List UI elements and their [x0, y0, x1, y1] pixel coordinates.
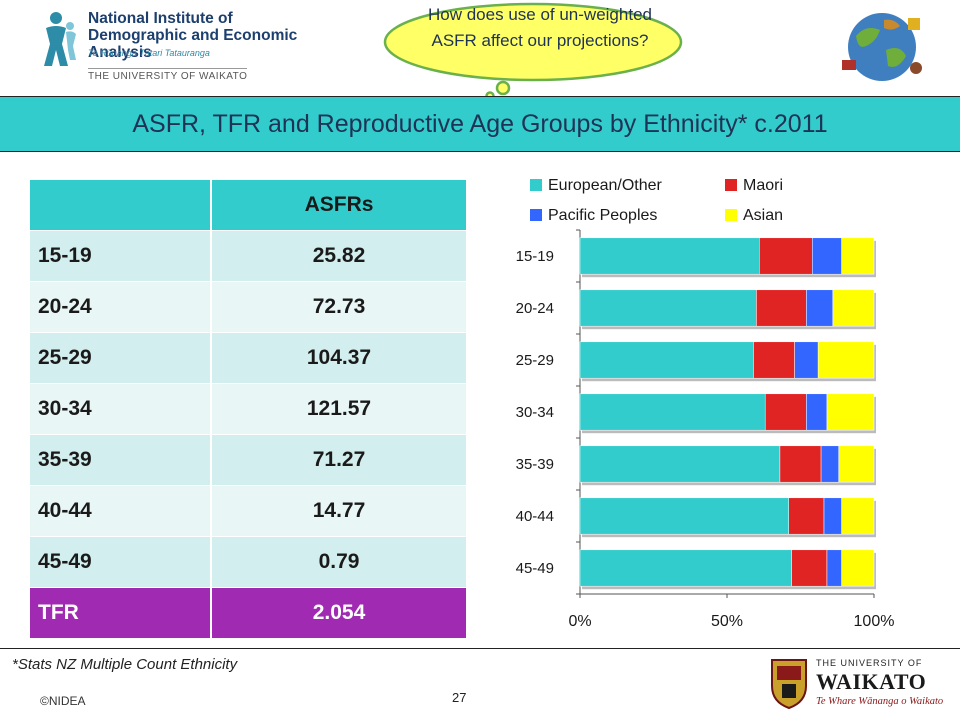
- nidea-figure-icon: [44, 12, 76, 66]
- y-tick-label: 30-34: [516, 404, 554, 421]
- asfr-table: ASFRs 15-19 25.82 20-24 72.73 25-29 104.…: [28, 178, 466, 639]
- bar-segment: [579, 289, 757, 327]
- bar-segment: [779, 445, 822, 483]
- table-row: 40-44 14.77: [28, 485, 466, 537]
- bar-segment: [826, 549, 842, 587]
- legend-swatch: [530, 179, 542, 191]
- x-tick-label: 100%: [854, 613, 895, 630]
- asfr-value-cell: 72.73: [210, 281, 466, 333]
- age-group-cell: 20-24: [28, 281, 211, 333]
- nidea-university: THE UNIVERSITY OF WAIKATO: [88, 68, 248, 82]
- table-header-asfrs: ASFRs: [210, 178, 466, 231]
- asfr-value-cell: 25.82: [210, 230, 466, 282]
- age-group-cell: 30-34: [28, 383, 211, 435]
- y-tick-label: 40-44: [516, 508, 554, 525]
- bar-segment: [841, 237, 875, 275]
- copyright: ©NIDEA: [40, 694, 86, 708]
- bar-segment: [579, 549, 792, 587]
- waikato-small-text: THE UNIVERSITY OF: [816, 658, 923, 668]
- bar-segment: [756, 289, 807, 327]
- bar-segment: [794, 341, 819, 379]
- legend-label: European/Other: [548, 177, 663, 194]
- legend-swatch: [725, 179, 737, 191]
- bar-segment: [579, 237, 760, 275]
- bar-segment: [841, 549, 875, 587]
- bar-segment: [579, 445, 781, 483]
- bar-segment: [838, 445, 875, 483]
- nidea-logo: National Institute of Demographic and Ec…: [40, 8, 350, 86]
- bar-segment: [841, 497, 875, 535]
- asfr-value-cell: 104.37: [210, 332, 466, 384]
- x-tick-label: 50%: [711, 613, 743, 630]
- bar-segment: [823, 497, 842, 535]
- bar-segment: [806, 393, 828, 431]
- tfr-label: TFR: [28, 587, 211, 639]
- x-tick-label: 0%: [568, 613, 591, 630]
- table-row: 35-39 71.27: [28, 434, 466, 486]
- table-row: 15-19 25.82: [28, 230, 466, 282]
- nidea-name: National Institute of Demographic and Ec…: [88, 10, 350, 61]
- bar-segment: [579, 497, 789, 535]
- title-band: ASFR, TFR and Reproductive Age Groups by…: [0, 96, 960, 152]
- table-header-age: [28, 178, 211, 231]
- bar-segment: [817, 341, 875, 379]
- bar-segment: [788, 497, 825, 535]
- tfr-row: TFR 2.054: [28, 587, 466, 639]
- slide-title: ASFR, TFR and Reproductive Age Groups by…: [132, 110, 828, 138]
- y-tick-label: 20-24: [516, 300, 554, 317]
- age-group-cell: 15-19: [28, 230, 211, 282]
- y-tick-label: 15-19: [516, 248, 554, 265]
- table-row: 30-34 121.57: [28, 383, 466, 435]
- globe-icon: [842, 13, 922, 81]
- nidea-name-line2: Demographic and Economic Analysis: [88, 27, 298, 61]
- bar-segment: [764, 393, 807, 431]
- footnote: *Stats NZ Multiple Count Ethnicity: [12, 656, 238, 673]
- legend-label: Asian: [743, 207, 783, 224]
- nidea-name-line1: National Institute of: [88, 10, 233, 27]
- thought-cloud: [383, 2, 683, 100]
- bar-segment: [820, 445, 839, 483]
- bar-segment: [579, 341, 754, 379]
- waikato-name: WAIKATO: [816, 669, 927, 694]
- asfr-value-cell: 71.27: [210, 434, 466, 486]
- age-group-cell: 40-44: [28, 485, 211, 537]
- y-tick-label: 25-29: [516, 352, 554, 369]
- nidea-maori-name: Te Rūnanga Tātari Tatauranga: [88, 48, 210, 58]
- bar-segment: [791, 549, 828, 587]
- age-group-cell: 25-29: [28, 332, 211, 384]
- waikato-crest-icon: [771, 659, 807, 710]
- asfr-value-cell: 121.57: [210, 383, 466, 435]
- bar-segment: [826, 393, 875, 431]
- bar-segment: [579, 393, 766, 431]
- bar-segment: [806, 289, 834, 327]
- callout-text: How does use of un-weighted ASFR affect …: [428, 5, 652, 50]
- legend-swatch: [530, 209, 542, 221]
- bar-segment: [832, 289, 875, 327]
- legend-label: Maori: [743, 177, 783, 194]
- table-header-row: ASFRs: [28, 178, 466, 231]
- bar-segment: [753, 341, 795, 379]
- footer-divider: [0, 648, 960, 649]
- waikato-logo: THE UNIVERSITY OF WAIKATO Te Whare Wānan…: [770, 656, 950, 716]
- table-row: 45-49 0.79: [28, 536, 466, 588]
- table-row: 25-29 104.37: [28, 332, 466, 384]
- legend-label: Pacific Peoples: [548, 207, 657, 224]
- ethnicity-stacked-bar-chart: European/Other Maori Pacific Peoples Asian 1…: [516, 177, 895, 630]
- y-tick-label: 45-49: [516, 560, 554, 577]
- asfr-value-cell: 0.79: [210, 536, 466, 588]
- tfr-value: 2.054: [210, 587, 466, 639]
- waikato-maori-name: Te Whare Wānanga o Waikato: [816, 696, 944, 707]
- legend-swatch: [725, 209, 737, 221]
- y-tick-label: 35-39: [516, 456, 554, 473]
- asfr-value-cell: 14.77: [210, 485, 466, 537]
- page-number: 27: [452, 690, 467, 705]
- table-row: 20-24 72.73: [28, 281, 466, 333]
- bar-segment: [812, 237, 842, 275]
- bar-segment: [759, 237, 813, 275]
- age-group-cell: 45-49: [28, 536, 211, 588]
- age-group-cell: 35-39: [28, 434, 211, 486]
